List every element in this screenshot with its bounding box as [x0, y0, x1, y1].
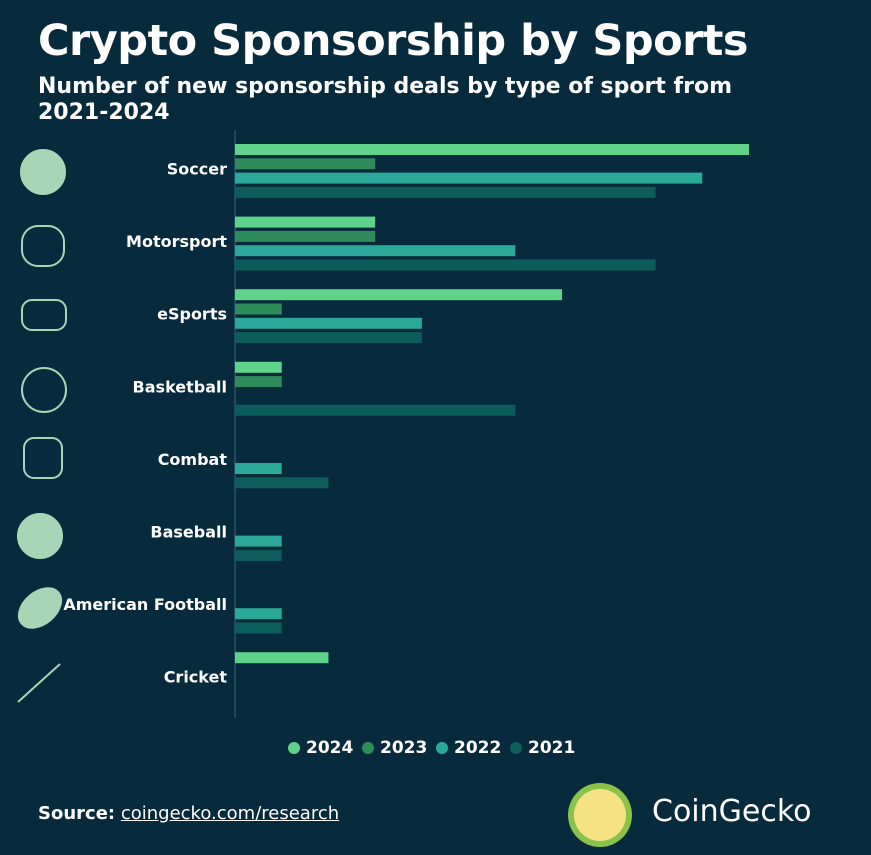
category-label: Basketball [133, 377, 227, 396]
bar [235, 463, 282, 474]
bar [235, 404, 516, 416]
category-label: Cricket [164, 668, 228, 687]
legend-swatch [288, 742, 300, 754]
bar [235, 376, 282, 388]
bar [235, 332, 422, 344]
chart-title: Crypto Sponsorship by Sports [38, 16, 749, 66]
source-label: Source: [38, 803, 116, 824]
chart-subtitle: Number of new sponsorship deals by type … [38, 74, 732, 125]
sport-icons [17, 149, 67, 703]
bar [235, 361, 282, 373]
bar [235, 245, 516, 257]
legend-label: 2022 [454, 738, 501, 758]
category-label: American Football [63, 595, 227, 614]
logo-inner [574, 789, 626, 841]
bar [235, 144, 749, 155]
bar [235, 303, 282, 315]
legend-swatch [510, 742, 522, 754]
bar [235, 230, 376, 242]
bar [235, 477, 329, 489]
bar [235, 289, 563, 301]
legend-label: 2024 [306, 738, 353, 758]
bar [235, 172, 703, 184]
category-label: Combat [158, 450, 228, 469]
bar [235, 549, 282, 561]
legend-label: 2021 [528, 738, 575, 758]
source: Source: coingecko.com/research [38, 803, 339, 824]
legend-swatch [436, 742, 448, 754]
category-label: Soccer [167, 160, 227, 179]
category-label: Motorsport [126, 232, 227, 251]
bar [235, 608, 282, 620]
bar [235, 216, 376, 228]
legend-label: 2023 [380, 738, 427, 758]
legend-swatch [362, 742, 374, 754]
bar [235, 317, 422, 329]
brand: CoinGecko [652, 794, 812, 829]
bar [235, 158, 376, 170]
category-label: eSports [157, 305, 227, 324]
bar [235, 186, 656, 198]
source-link[interactable]: coingecko.com/research [120, 803, 340, 824]
bar [235, 535, 282, 547]
bar [235, 622, 282, 634]
category-label: Baseball [150, 523, 227, 542]
bar [235, 259, 656, 271]
bar [235, 652, 329, 664]
